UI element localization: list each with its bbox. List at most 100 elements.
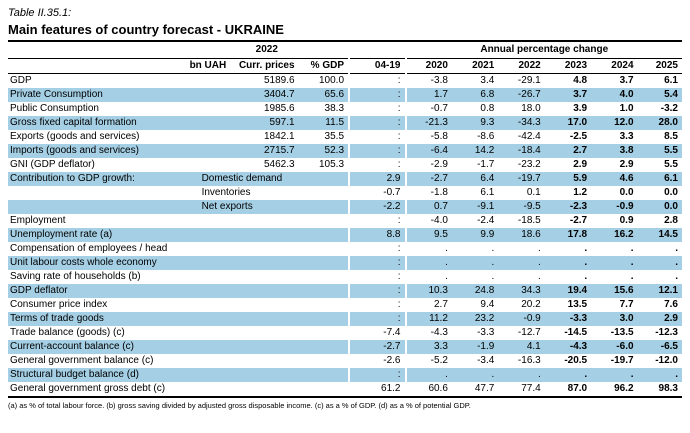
cell-2020: 10.3 [405, 283, 452, 298]
row-label: General government balance (c) [10, 354, 154, 366]
table-row: Compensation of employees / head:...... [8, 241, 682, 256]
table-row: Gross fixed capital formation 597.1 11.5: -… [8, 115, 682, 130]
cell-avg-04-19: 61.2 [348, 381, 407, 398]
cell-2021: 6.4 [451, 171, 499, 186]
table-row: Trade balance (goods) (c) -7.4 -4.3 -3.3 -12… [8, 325, 682, 340]
cell-bn-uah [186, 130, 230, 144]
cell-pct-gdp [298, 283, 350, 298]
column-header-curr-prices: Curr. prices [229, 58, 299, 74]
cell-pct-gdp [298, 381, 350, 398]
row-label: Saving rate of households (b) [10, 270, 141, 282]
cell-2023: 17.0 [544, 115, 592, 130]
cell-2022: -16.3 [517, 354, 541, 366]
cell-2023: 87.0 [544, 381, 592, 398]
cell-curr-prices [229, 311, 299, 326]
cell-2020: . [405, 255, 452, 270]
cell-2022: 20.2 [521, 298, 541, 310]
cell-2023: 13.5 [567, 298, 588, 310]
cell-avg-04-19: 8.8 [348, 227, 407, 242]
cell-2025: 14.5 [637, 227, 682, 242]
cell-curr-prices: 2715.7 [229, 143, 299, 158]
cell-bn-uah [186, 270, 230, 284]
cell-2021: -1.7 [477, 158, 495, 170]
cell-bn-uah [186, 298, 230, 312]
cell-pct-gdp: 65.6 [298, 87, 350, 102]
cell-avg-04-19: -2.7 [348, 339, 407, 354]
cell-2023: 17.8 [544, 227, 592, 242]
cell-2020: 3.3 [405, 339, 452, 354]
table-row: Inventories -0.7 -1.8 6.1 0.1 1.2 0.0 0.0 [8, 185, 682, 200]
cell-2023: -2.5 [569, 130, 588, 142]
row-label: Unit labour costs whole economy [8, 255, 186, 270]
column-header-pct-gdp: % GDP [298, 58, 350, 74]
cell-2021: -2.4 [477, 214, 495, 226]
cell-2025: 0.0 [637, 199, 682, 214]
cell-2025: 6.1 [664, 74, 678, 86]
group-header-annual-change: Annual percentage change [405, 43, 682, 59]
cell-avg-04-19: : [348, 115, 407, 130]
cell-2025: -3.2 [660, 102, 678, 114]
cell-avg-04-19: : [348, 311, 407, 326]
cell-bn-uah [185, 311, 230, 326]
table-row: Consumer price index: 2.7 9.4 20.2 13.5 7.7 7.… [8, 297, 682, 312]
cell-2022: -12.7 [517, 326, 541, 338]
cell-2023: . [544, 255, 592, 270]
cell-avg-04-19: : [348, 283, 407, 298]
cell-pct-gdp [298, 367, 350, 382]
column-header-row: bn UAH Curr. prices % GDP 04-19 2020 202… [8, 58, 682, 74]
cell-avg-04-19: -0.7 [348, 185, 407, 200]
cell-2024: . [591, 255, 638, 270]
cell-2022: 18.6 [498, 227, 545, 242]
cell-2024: -6.0 [591, 339, 638, 354]
column-header-bn-uah: bn UAH [185, 58, 230, 74]
cell-pct-gdp: 38.3 [324, 102, 345, 114]
cell-avg-04-19: : [348, 241, 407, 256]
cell-2022: 34.3 [498, 283, 545, 298]
row-label: Exports (goods and services) [10, 130, 140, 142]
cell-2025: . [637, 367, 682, 382]
cell-2023: -14.5 [564, 326, 588, 338]
table-row: Structural budget balance (d):...... [8, 367, 682, 382]
cell-avg-04-19: -2.2 [348, 199, 407, 214]
cell-2023: 1.2 [573, 186, 588, 198]
table-row: Unit labour costs whole economy:...... [8, 255, 682, 270]
row-label: Public Consumption [10, 102, 99, 114]
document-page: Table II.35.1: Main features of country … [8, 5, 682, 410]
cell-2022: 4.1 [498, 339, 545, 354]
cell-2022: -19.7 [498, 171, 545, 186]
cell-curr-prices: 1985.6 [263, 102, 295, 114]
cell-2023: 4.8 [573, 74, 588, 86]
table-row: GDP deflator:10.3 24.8 34.3 19.4 15.6 12.1 [8, 283, 682, 298]
cell-2021: -3.4 [477, 354, 495, 366]
cell-bn-uah [185, 255, 230, 270]
cell-2020: 9.5 [405, 227, 452, 242]
row-label: Consumer price index [10, 298, 108, 310]
cell-2025: . [675, 270, 678, 282]
cell-2021: . [491, 270, 495, 282]
row-label: Structural budget balance (d) [8, 367, 186, 382]
row-label: Trade balance (goods) (c) [10, 326, 125, 338]
row-label: Compensation of employees / head [10, 242, 168, 254]
cell-bn-uah [186, 326, 230, 340]
cell-2025: 8.5 [664, 130, 678, 142]
cell-curr-prices: 597.1 [229, 115, 299, 130]
table-row: Unemployment rate (a) 8.8 9.5 9.9 18.6 17.8 16… [8, 227, 682, 242]
cell-2024: 16.2 [591, 227, 638, 242]
cell-2025: 5.5 [637, 143, 682, 158]
cell-2021: 9.9 [451, 227, 499, 242]
cell-2025: -6.5 [637, 339, 682, 354]
cell-2021: . [451, 367, 499, 382]
cell-2020: . [445, 242, 448, 254]
row-sublabel: Domestic demand [185, 171, 350, 186]
cell-pct-gdp: 52.3 [298, 143, 350, 158]
cell-2025: -12.0 [655, 354, 678, 366]
cell-curr-prices [229, 255, 299, 270]
cell-2022: 77.4 [498, 381, 545, 398]
cell-pct-gdp [299, 242, 349, 256]
cell-2023: . [584, 270, 588, 282]
cell-2023: . [544, 367, 592, 382]
cell-2020: 11.2 [405, 311, 452, 326]
cell-bn-uah [185, 115, 230, 130]
table-number: Table II.35.1: [8, 7, 72, 19]
cell-2025: . [675, 242, 678, 254]
